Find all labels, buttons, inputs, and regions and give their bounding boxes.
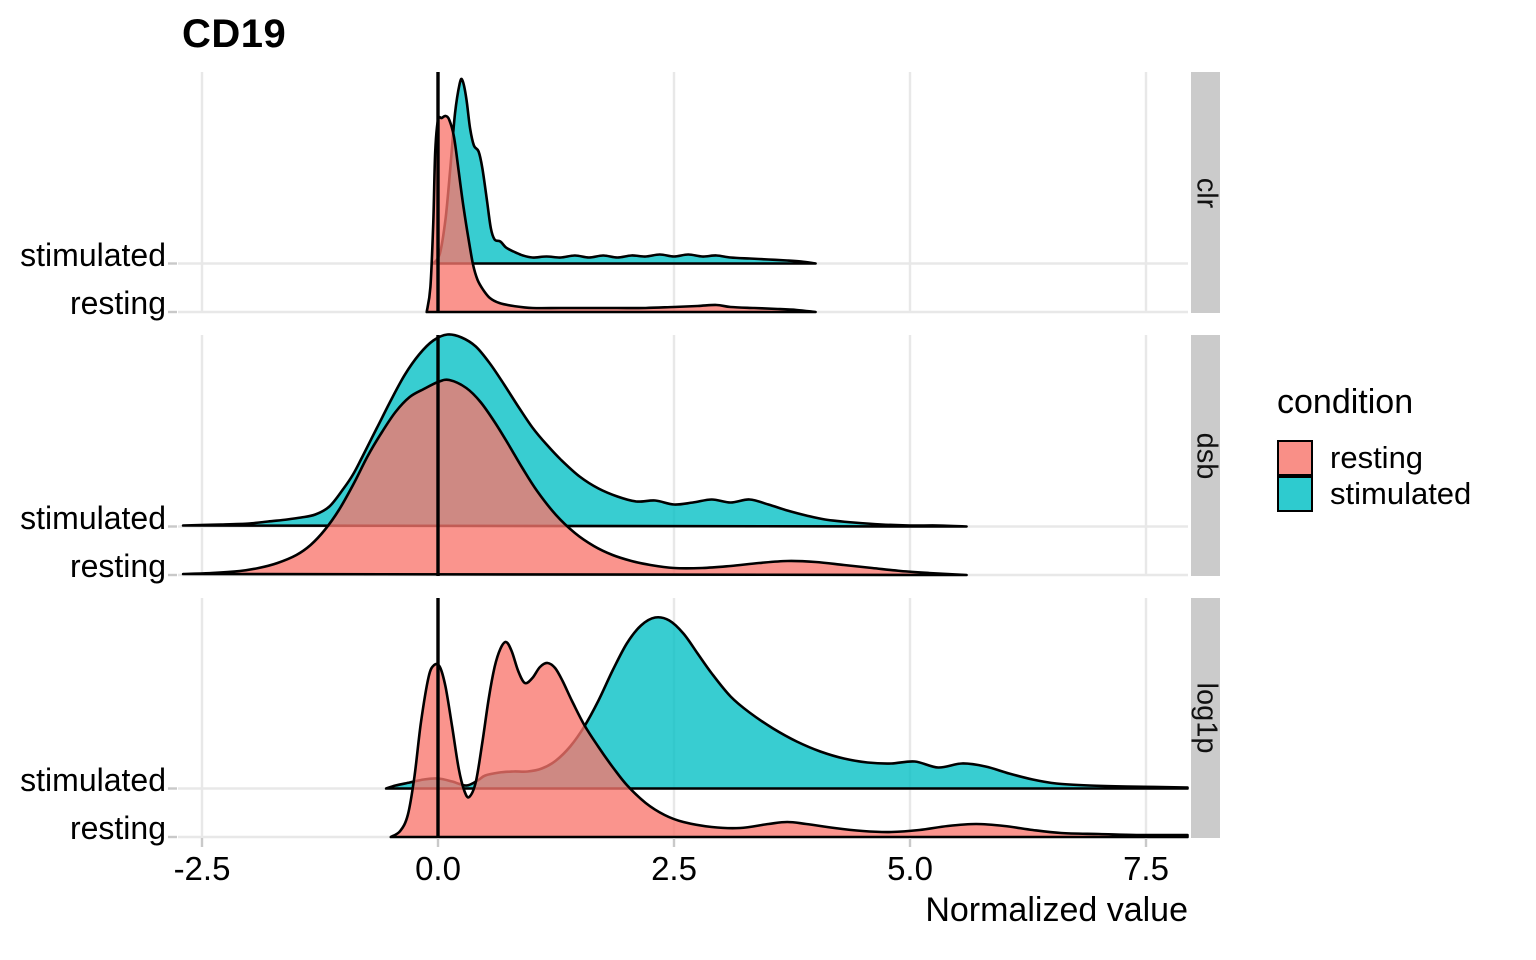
density-clr-stimulated bbox=[432, 77, 817, 265]
y-label-clr-resting: resting bbox=[69, 285, 166, 321]
y-label-log1p-stimulated: stimulated bbox=[20, 761, 166, 798]
x-tick-label--2.5: -2.5 bbox=[173, 850, 231, 887]
legend-item-resting: resting bbox=[1277, 440, 1471, 476]
x-axis-title: Normalized value bbox=[925, 891, 1188, 929]
density-dsb-resting bbox=[181, 378, 968, 577]
panel-dsb bbox=[181, 333, 968, 577]
legend-label-stimulated: stimulated bbox=[1330, 476, 1472, 511]
facet-strip-log1p: log1p bbox=[1190, 598, 1222, 838]
y-label-dsb-resting: resting bbox=[69, 548, 166, 584]
density-clr-resting bbox=[425, 114, 817, 314]
density-dsb-stimulated bbox=[181, 333, 968, 528]
x-tick-label-5.0: 5.0 bbox=[887, 850, 933, 887]
facet-strip-label-clr: clr bbox=[1190, 177, 1222, 208]
x-tick-label-2.5: 2.5 bbox=[651, 850, 697, 887]
y-label-log1p-resting: resting bbox=[69, 810, 166, 846]
y-label-dsb-stimulated: stimulated bbox=[20, 499, 166, 536]
legend-key-resting-swatch bbox=[1277, 440, 1313, 476]
legend: condition resting stimulated bbox=[1277, 383, 1471, 512]
facet-strip-dsb: dsb bbox=[1190, 335, 1222, 576]
density-log1p-resting bbox=[389, 640, 1189, 839]
facet-strip-label-dsb: dsb bbox=[1190, 432, 1222, 479]
legend-title: condition bbox=[1277, 383, 1414, 421]
x-tick-label-7.5: 7.5 bbox=[1123, 850, 1169, 887]
facet-strip-clr: clr bbox=[1190, 72, 1222, 313]
x-tick-label-0.0: 0.0 bbox=[415, 850, 461, 887]
panel-log1p bbox=[384, 615, 1189, 839]
legend-item-stimulated: stimulated bbox=[1277, 476, 1471, 512]
y-label-clr-stimulated: stimulated bbox=[20, 236, 166, 273]
plot-title: CD19 bbox=[182, 12, 287, 56]
legend-label-resting: resting bbox=[1330, 440, 1424, 475]
legend-key-stimulated-swatch bbox=[1277, 476, 1313, 512]
facet-strip-label-log1p: log1p bbox=[1190, 682, 1222, 754]
panel-clr bbox=[425, 77, 817, 314]
